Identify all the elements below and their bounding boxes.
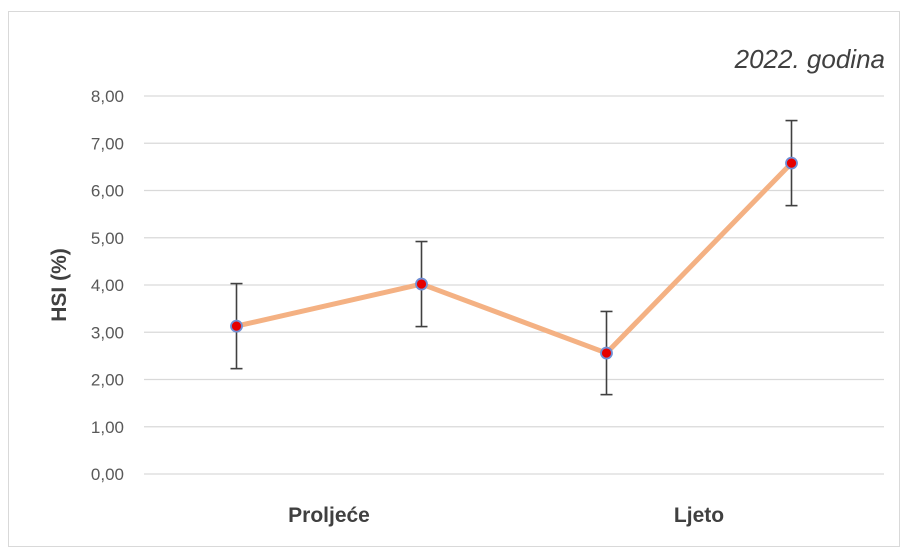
y-tick-label: 1,00 [91,418,124,437]
y-tick-label: 6,00 [91,182,124,201]
data-point [600,346,613,360]
series-line [234,160,794,356]
series-layer [230,119,798,396]
x-category-label: Proljeće [288,504,370,527]
y-axis-label: HSI (%) [48,248,71,322]
y-tick-label: 8,00 [91,87,124,106]
y-tick-label: 5,00 [91,229,124,248]
chart-frame [8,11,900,547]
chart-title: 2022. godina [734,44,885,74]
y-tick-label: 2,00 [91,371,124,390]
data-point [415,277,428,291]
y-tick-label: 3,00 [91,323,124,342]
y-tick-labels: 0,00 1,00 2,00 3,00 4,00 5,00 6,00 7,00 8,00 [91,87,124,484]
data-point [230,319,243,333]
data-point [785,156,798,170]
x-category-labels: Proljeće Ljeto [288,504,724,527]
y-tick-label: 0,00 [91,465,124,484]
gridlines [144,95,884,475]
y-tick-label: 7,00 [91,134,124,153]
y-tick-label: 4,00 [91,276,124,295]
x-category-label: Ljeto [674,504,724,527]
